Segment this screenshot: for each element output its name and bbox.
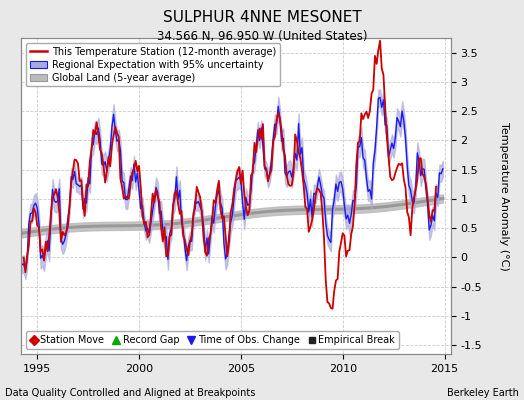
Y-axis label: Temperature Anomaly (°C): Temperature Anomaly (°C) bbox=[499, 122, 509, 270]
Text: Berkeley Earth: Berkeley Earth bbox=[447, 388, 519, 398]
Text: SULPHUR 4NNE MESONET: SULPHUR 4NNE MESONET bbox=[162, 10, 362, 25]
Text: 34.566 N, 96.950 W (United States): 34.566 N, 96.950 W (United States) bbox=[157, 30, 367, 43]
Legend: Station Move, Record Gap, Time of Obs. Change, Empirical Break: Station Move, Record Gap, Time of Obs. C… bbox=[26, 331, 399, 349]
Text: Data Quality Controlled and Aligned at Breakpoints: Data Quality Controlled and Aligned at B… bbox=[5, 388, 256, 398]
